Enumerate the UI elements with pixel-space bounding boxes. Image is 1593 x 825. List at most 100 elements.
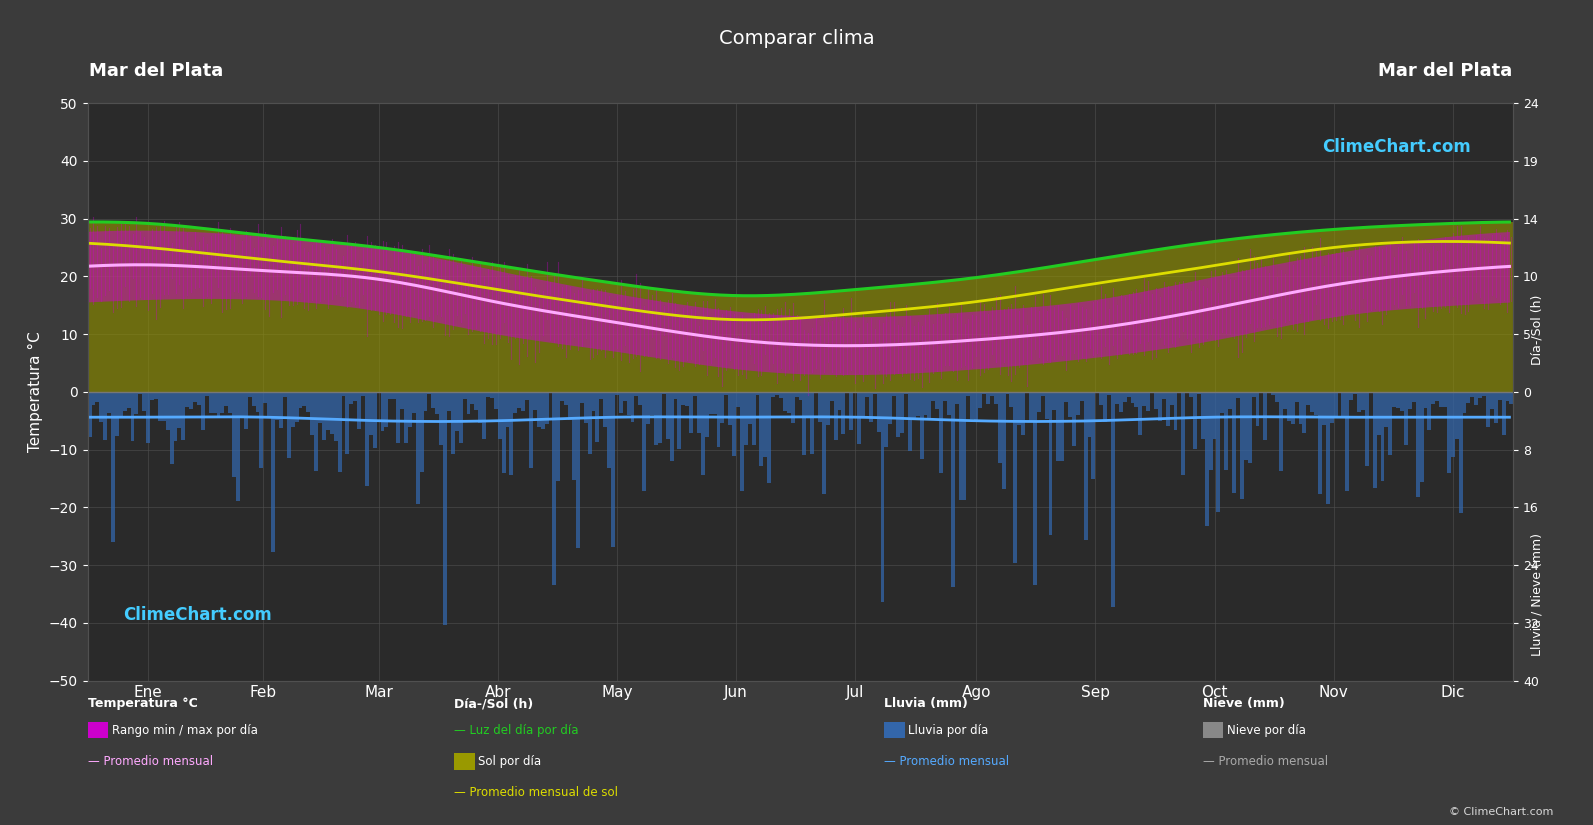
Bar [424,392,427,411]
Bar [1107,257,1110,392]
Bar [647,392,650,424]
Bar [1080,392,1083,401]
Bar [1349,392,1352,400]
Bar [1314,392,1317,415]
Bar [107,392,112,412]
Bar [838,291,841,392]
Bar [583,279,588,392]
Bar [712,295,717,392]
Bar [96,222,99,392]
Bar [911,392,916,420]
Bar [674,291,677,392]
Bar [279,392,284,428]
Bar [666,290,669,392]
Bar [303,239,306,392]
Bar [1153,392,1158,409]
Bar [91,392,96,404]
Bar [1147,392,1150,412]
Bar [612,392,615,548]
Bar [892,392,897,396]
Bar [782,392,787,411]
Bar [440,256,443,392]
Bar [451,258,454,392]
Bar [1225,240,1228,392]
Bar [357,392,362,429]
Bar [951,392,954,587]
Bar [841,290,846,392]
Bar [604,281,607,392]
Bar [459,259,462,392]
Bar [1018,392,1021,426]
Bar [698,294,701,392]
Bar [201,229,205,392]
Bar [349,392,354,404]
Bar [1244,392,1247,460]
Bar [209,229,212,392]
Bar [736,392,739,408]
Bar [1217,241,1220,392]
Bar [1341,229,1346,392]
Bar [1403,392,1408,446]
Text: Nieve (mm): Nieve (mm) [1203,697,1284,710]
Bar [580,278,583,392]
Bar [1024,271,1029,392]
Bar [1322,392,1325,426]
Bar [1373,227,1376,392]
Bar [1263,236,1268,392]
Bar [440,392,443,445]
Bar [190,392,193,409]
Bar [1381,392,1384,481]
Bar [1279,234,1282,392]
Bar [685,392,690,406]
Bar [494,392,497,408]
Bar [1239,238,1244,392]
Bar [1298,392,1303,424]
Bar [389,249,392,392]
Bar [279,237,284,392]
Bar [1333,229,1338,392]
Bar [607,282,612,392]
Bar [249,233,252,392]
Bar [1443,392,1446,407]
Bar [1061,392,1064,461]
Bar [162,224,166,392]
Bar [569,276,572,392]
Bar [811,294,814,392]
Text: Día-/Sol (h): Día-/Sol (h) [1531,295,1544,365]
Bar [244,233,249,392]
Bar [198,392,201,405]
Bar [134,392,139,414]
Bar [96,392,99,402]
Bar [341,243,346,392]
Bar [577,277,580,392]
Bar [416,392,419,504]
Bar [787,295,790,392]
Bar [889,392,892,424]
Bar [362,245,365,392]
Bar [1021,392,1024,435]
Bar [1290,233,1295,392]
Bar [908,285,911,392]
Bar [588,392,591,455]
Bar [448,392,451,411]
Bar [569,392,572,420]
Bar [1177,392,1182,393]
Bar [935,392,940,408]
Bar [260,392,263,468]
Bar [1231,392,1236,493]
Bar [1126,254,1131,392]
Bar [1494,222,1497,392]
Bar [1005,392,1010,394]
Bar [255,392,260,412]
Bar [1220,392,1225,413]
Bar [903,392,908,394]
Bar [1365,392,1368,465]
Bar [806,392,811,416]
Text: Rango min / max por día: Rango min / max por día [112,724,258,737]
Bar [384,248,389,392]
Bar [857,392,862,444]
Bar [162,392,166,421]
Bar [341,392,346,396]
Bar [1212,242,1217,392]
Bar [798,392,803,400]
